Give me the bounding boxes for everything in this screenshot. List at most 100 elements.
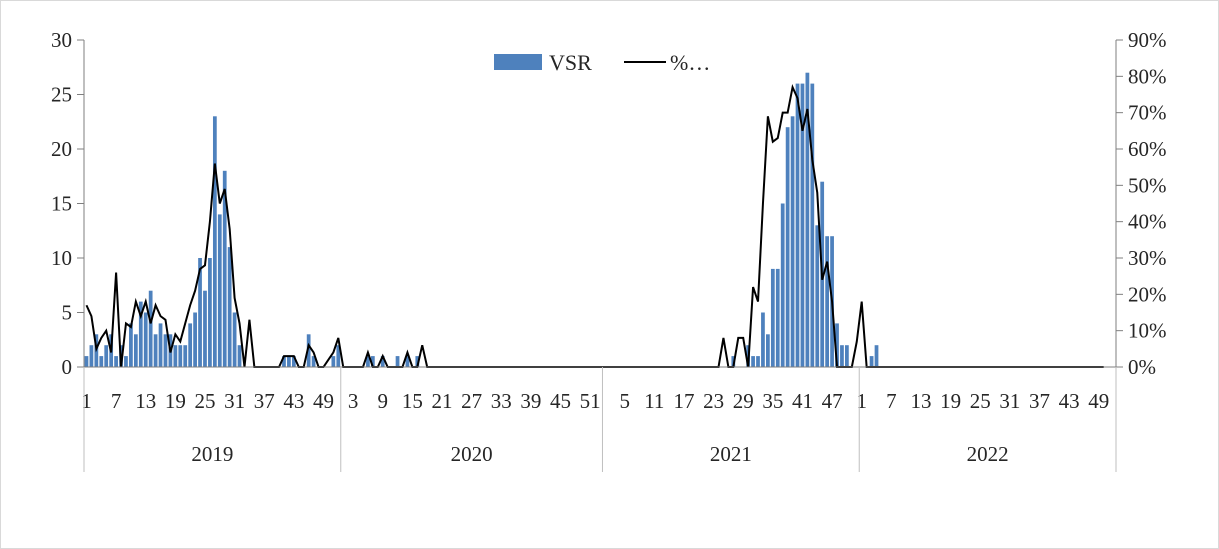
x-tick-label: 19 xyxy=(165,389,186,413)
bar xyxy=(227,247,232,367)
bar xyxy=(138,301,143,367)
bar xyxy=(208,258,212,367)
bar xyxy=(815,225,820,367)
x-tick-label: 51 xyxy=(580,389,601,413)
x-tick-label: 19 xyxy=(940,389,961,413)
bar xyxy=(336,345,341,367)
x-tick-label: 37 xyxy=(1029,389,1050,413)
bar xyxy=(331,356,336,367)
y-right-tick-label: 70% xyxy=(1128,101,1167,125)
x-tick-label: 33 xyxy=(491,389,512,413)
series-line-percent xyxy=(85,83,1104,368)
x-tick-label: 13 xyxy=(910,389,931,413)
x-year-label: 2020 xyxy=(451,442,493,466)
y-left-tick-label: 30 xyxy=(51,28,72,52)
bar xyxy=(810,83,815,367)
bar xyxy=(222,170,227,367)
y-right-tick-label: 20% xyxy=(1128,282,1167,306)
bar xyxy=(306,334,311,367)
bar xyxy=(845,345,849,367)
bar xyxy=(143,312,148,367)
bar xyxy=(840,345,844,367)
y-right-tick-label: 40% xyxy=(1128,210,1167,234)
bar xyxy=(232,312,237,367)
x-tick-label: 41 xyxy=(792,389,813,413)
bar xyxy=(405,356,410,367)
y-left-tick-label: 0 xyxy=(62,355,73,379)
bar xyxy=(84,356,89,367)
y-left-tick-label: 20 xyxy=(51,137,72,161)
y-right-tick-label: 80% xyxy=(1128,64,1167,88)
y-right-tick-label: 60% xyxy=(1128,137,1167,161)
x-year-label: 2021 xyxy=(710,442,752,466)
bar xyxy=(193,312,197,367)
bar xyxy=(869,356,874,367)
legend-swatch-vsr xyxy=(494,54,542,70)
y-right-tick-label: 0% xyxy=(1128,355,1156,379)
x-tick-label: 7 xyxy=(886,389,897,413)
y-right-tick-label: 30% xyxy=(1128,246,1167,270)
y-left-tick-label: 25 xyxy=(51,83,72,107)
bar xyxy=(133,334,138,367)
x-tick-label: 45 xyxy=(550,389,571,413)
bar xyxy=(237,345,242,367)
bar xyxy=(129,323,133,367)
bar xyxy=(800,83,805,367)
y-right-tick-label: 10% xyxy=(1128,319,1167,343)
x-tick-label: 21 xyxy=(431,389,452,413)
bar xyxy=(785,127,790,367)
bar xyxy=(183,345,188,367)
bar xyxy=(212,116,217,367)
x-tick-label: 49 xyxy=(1088,389,1109,413)
bar xyxy=(790,116,795,367)
bar xyxy=(370,356,375,367)
y-left-tick-label: 5 xyxy=(62,301,73,325)
bar xyxy=(291,356,296,367)
bar xyxy=(380,356,385,367)
x-tick-label: 17 xyxy=(673,389,694,413)
bar xyxy=(198,258,202,367)
x-tick-label: 37 xyxy=(254,389,275,413)
x-year-label: 2022 xyxy=(967,442,1009,466)
x-tick-label: 9 xyxy=(377,389,388,413)
bar xyxy=(805,72,810,367)
x-tick-label: 31 xyxy=(224,389,245,413)
bar xyxy=(770,268,775,367)
bar xyxy=(99,356,104,367)
axes-layer: 0510152025300%10%20%30%40%50%60%70%80%90… xyxy=(51,28,1167,472)
x-tick-label: 43 xyxy=(1059,389,1080,413)
x-tick-label: 25 xyxy=(970,389,991,413)
bar xyxy=(825,236,830,367)
bar xyxy=(761,312,765,367)
x-tick-label: 31 xyxy=(999,389,1020,413)
bar xyxy=(178,345,183,367)
bar xyxy=(104,345,109,367)
y-left-tick-label: 10 xyxy=(51,246,72,270)
x-tick-label: 35 xyxy=(762,389,783,413)
x-tick-label: 13 xyxy=(135,389,156,413)
bar xyxy=(795,83,800,367)
x-tick-label: 25 xyxy=(194,389,215,413)
bar xyxy=(775,268,780,367)
bars-layer xyxy=(84,72,879,367)
x-tick-label: 1 xyxy=(81,389,92,413)
x-tick-label: 27 xyxy=(461,389,482,413)
bar xyxy=(766,334,770,367)
bar xyxy=(148,290,153,367)
bar xyxy=(311,356,316,367)
x-tick-label: 29 xyxy=(733,389,754,413)
x-tick-label: 5 xyxy=(619,389,630,413)
bar xyxy=(158,323,163,367)
bar xyxy=(173,345,178,367)
bar xyxy=(780,203,785,367)
bar xyxy=(282,356,286,367)
y-left-tick-label: 15 xyxy=(51,192,72,216)
x-tick-label: 3 xyxy=(348,389,359,413)
bar xyxy=(188,323,193,367)
bar xyxy=(203,290,207,367)
legend: VSR %… xyxy=(494,50,710,75)
legend-label-percent: %… xyxy=(670,50,710,75)
bar xyxy=(874,345,879,367)
